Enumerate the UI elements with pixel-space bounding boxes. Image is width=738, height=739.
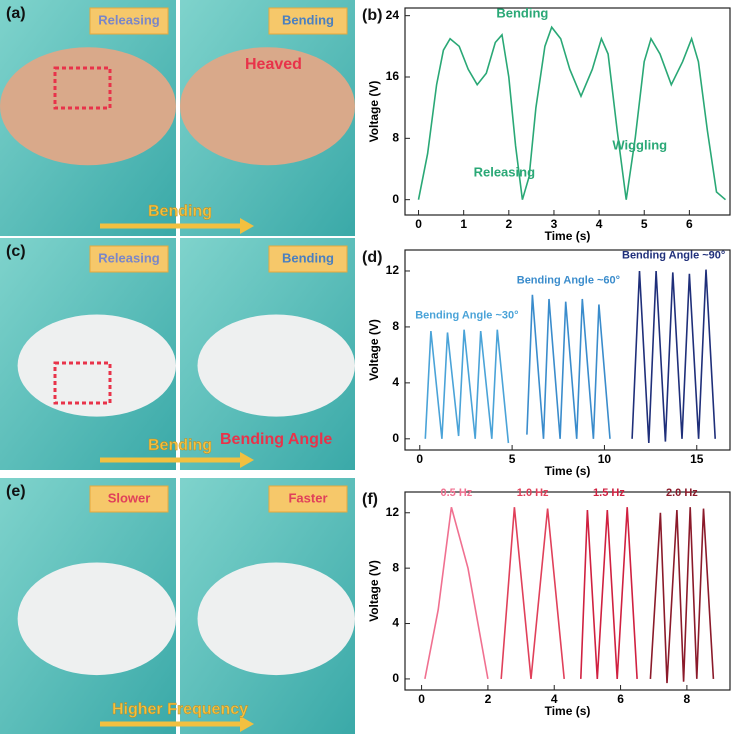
arm [0, 47, 176, 166]
photo-tag: Releasing [98, 250, 159, 265]
x-axis-label: Time (s) [545, 229, 591, 243]
sleeve [197, 314, 355, 417]
data-line [424, 329, 510, 444]
x-tick-label: 3 [551, 217, 558, 231]
panel-label: (c) [6, 243, 26, 260]
photo-tag: Releasing [98, 12, 159, 27]
photo-tag: Bending [282, 250, 334, 265]
x-tick-label: 8 [684, 692, 691, 706]
y-tick-label: 8 [392, 560, 399, 574]
y-axis-label: Voltage (V) [367, 81, 381, 143]
tag-box [268, 245, 348, 273]
x-tick-label: 0 [416, 452, 423, 466]
data-line [526, 294, 611, 439]
arm [180, 47, 355, 166]
plot-frame [404, 7, 731, 216]
sleeve [197, 562, 355, 676]
y-tick-label: 0 [392, 431, 399, 445]
arrow-text: Bending [148, 203, 212, 220]
x-tick-label: 0 [418, 692, 425, 706]
y-tick-label: 16 [386, 69, 400, 83]
series-label: Bending Angle ~60° [517, 275, 620, 287]
y-axis-label: Voltage (V) [367, 319, 381, 381]
series-label: 2.0 Hz [666, 487, 698, 499]
data-line [580, 507, 638, 679]
tag-box [89, 485, 169, 513]
series-label: 0.5 Hz [441, 487, 473, 499]
annotation: Wiggling [612, 137, 667, 152]
x-axis-label: Time (s) [545, 464, 591, 478]
tag-box [89, 7, 169, 35]
photo-tag: Slower [108, 490, 151, 505]
y-axis-label: Voltage (V) [367, 560, 381, 622]
y-tick-label: 8 [392, 319, 399, 333]
photo-tag: Faster [288, 490, 327, 505]
series-label: Bending Angle ~90° [622, 249, 725, 261]
data-line [424, 506, 489, 680]
x-tick-label: 2 [505, 217, 512, 231]
x-tick-label: 5 [509, 452, 516, 466]
callout: Heaved [245, 56, 302, 73]
tag-box [89, 245, 169, 273]
annotation: Releasing [474, 164, 535, 179]
arrow-head [240, 452, 254, 468]
y-tick-label: 12 [386, 505, 400, 519]
x-tick-label: 6 [617, 692, 624, 706]
data-line [649, 507, 715, 684]
y-tick-label: 4 [392, 375, 399, 389]
arrow-head [240, 716, 254, 732]
tag-box [268, 485, 348, 513]
y-tick-label: 0 [392, 192, 399, 206]
highlight [53, 361, 112, 405]
y-tick-label: 8 [392, 131, 399, 145]
x-tick-label: 4 [596, 217, 603, 231]
y-tick-label: 0 [392, 671, 399, 685]
x-axis-label: Time (s) [545, 704, 591, 718]
x-tick-label: 6 [686, 217, 693, 231]
highlight [53, 66, 112, 110]
x-tick-label: 5 [641, 217, 648, 231]
panel-label: (f) [362, 491, 378, 508]
y-tick-label: 24 [386, 8, 400, 22]
plot-frame [404, 249, 731, 451]
arrow-text: Bending [148, 437, 212, 454]
data-line [417, 25, 727, 201]
series-label: 1.5 Hz [593, 487, 625, 499]
tag-box [268, 7, 348, 35]
data-line [631, 269, 716, 444]
arrow-head [240, 218, 254, 234]
callout: Bending Angle [220, 431, 332, 448]
annotation: Bending [496, 6, 548, 21]
plot-frame [404, 491, 731, 691]
panel-label: (e) [6, 483, 26, 500]
photo-tag: Bending [282, 12, 334, 27]
y-tick-label: 12 [386, 263, 400, 277]
sleeve [17, 562, 176, 676]
x-tick-label: 15 [690, 452, 704, 466]
arrow-text: Higher Frequency [112, 701, 248, 718]
panel-label: (b) [362, 7, 382, 24]
panel-label: (d) [362, 249, 382, 266]
x-tick-label: 1 [460, 217, 467, 231]
panel-label: (a) [6, 5, 26, 22]
series-label: 1.0 Hz [517, 487, 549, 499]
series-label: Bending Angle ~30° [415, 310, 518, 322]
y-tick-label: 4 [392, 616, 399, 630]
sleeve [17, 314, 176, 417]
data-line [500, 507, 565, 679]
x-tick-label: 0 [415, 217, 422, 231]
x-tick-label: 2 [485, 692, 492, 706]
x-tick-label: 10 [598, 452, 612, 466]
x-tick-label: 4 [551, 692, 558, 706]
